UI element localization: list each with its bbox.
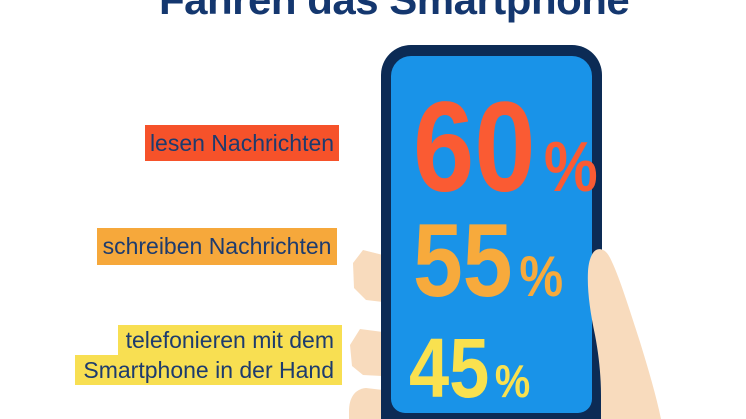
percent-sign: % bbox=[543, 127, 598, 206]
percent-sign: % bbox=[519, 245, 564, 309]
label-text: schreiben Nachrichten bbox=[102, 233, 332, 259]
stat-value: 45 bbox=[409, 321, 490, 415]
label-telefonieren-mit-dem-smartphone: telefonieren mit dem Smartphone in der H… bbox=[75, 325, 342, 385]
label-text-line2: Smartphone in der Hand bbox=[75, 355, 342, 385]
smartphone-illustration: 60% 55% 45% bbox=[381, 45, 602, 419]
phone-screen: 60% 55% 45% bbox=[391, 56, 598, 413]
percent-sign: % bbox=[494, 355, 531, 407]
label-text-line1: telefonieren mit dem bbox=[117, 325, 342, 355]
page-title: Fahren das Smartphone bbox=[159, 0, 630, 24]
stat-value: 60 bbox=[413, 76, 536, 219]
label-text: lesen Nachrichten bbox=[149, 129, 335, 156]
label-schreiben-nachrichten: schreiben Nachrichten bbox=[97, 228, 337, 265]
stat-lesen-nachrichten: 60% bbox=[413, 84, 598, 212]
stat-schreiben-nachrichten: 55% bbox=[413, 209, 563, 313]
stat-value: 55 bbox=[413, 203, 513, 319]
label-lesen-nachrichten: lesen Nachrichten bbox=[145, 125, 339, 161]
stat-telefonieren: 45% bbox=[409, 326, 530, 410]
